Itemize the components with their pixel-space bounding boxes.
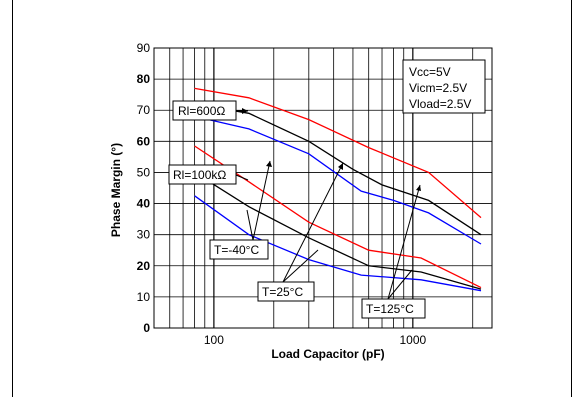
series-line-4 [194,145,482,289]
y-tick-label: 60 [137,134,151,148]
svg-text:T=-40°C: T=-40°C [214,243,259,257]
t-25-label: T=25°C [257,281,315,302]
rl600-label: Rl=600Ω [172,100,237,121]
annotation-leaders [235,110,421,300]
series-line-5 [194,171,482,290]
plot-area [153,47,493,329]
y-axis-title: Phase Margin (°) [109,143,123,237]
t-minus40-label: T=-40°C [209,239,269,260]
series-line-6 [194,195,482,292]
svg-text:T=25°C: T=25°C [262,285,303,299]
y-tick-label: 90 [137,41,151,55]
condition-vcc: Vcc=5V [409,65,451,79]
t-125-label: T=125°C [361,298,426,319]
y-tick-label: 0 [143,321,150,335]
tick-labels: 0 10 20 30 40 50 60 70 80 90 100 1000 [137,41,427,347]
y-tick-label: 30 [137,228,151,242]
series-lines [194,87,482,292]
series-line-1 [194,87,482,219]
annotation-arrowheads [242,108,421,191]
svg-text:Rl=100kΩ: Rl=100kΩ [173,168,226,182]
svg-text:T=125°C: T=125°C [366,302,414,316]
y-tick-label: 80 [137,72,151,86]
x-tick-label: 1000 [399,333,426,347]
rl100k-label: Rl=100kΩ [168,164,237,185]
series-line-2 [194,103,482,236]
y-tick-label: 10 [137,290,151,304]
y-tick-label: 70 [137,103,151,117]
series-line-3 [194,115,482,245]
x-axis-title: Load Capacitor (pF) [271,347,384,361]
svg-text:Rl=600Ω: Rl=600Ω [178,104,225,118]
y-tick-label: 50 [137,165,151,179]
conditions-box: Vcc=5V Vicm=2.5V Vload=2.5V [402,59,486,114]
figure-frame [12,0,572,397]
y-tick-label: 40 [137,197,151,211]
condition-vload: Vload=2.5V [409,97,471,111]
condition-vicm: Vicm=2.5V [409,81,467,95]
x-tick-label: 100 [204,333,224,347]
y-tick-label: 20 [137,259,151,273]
